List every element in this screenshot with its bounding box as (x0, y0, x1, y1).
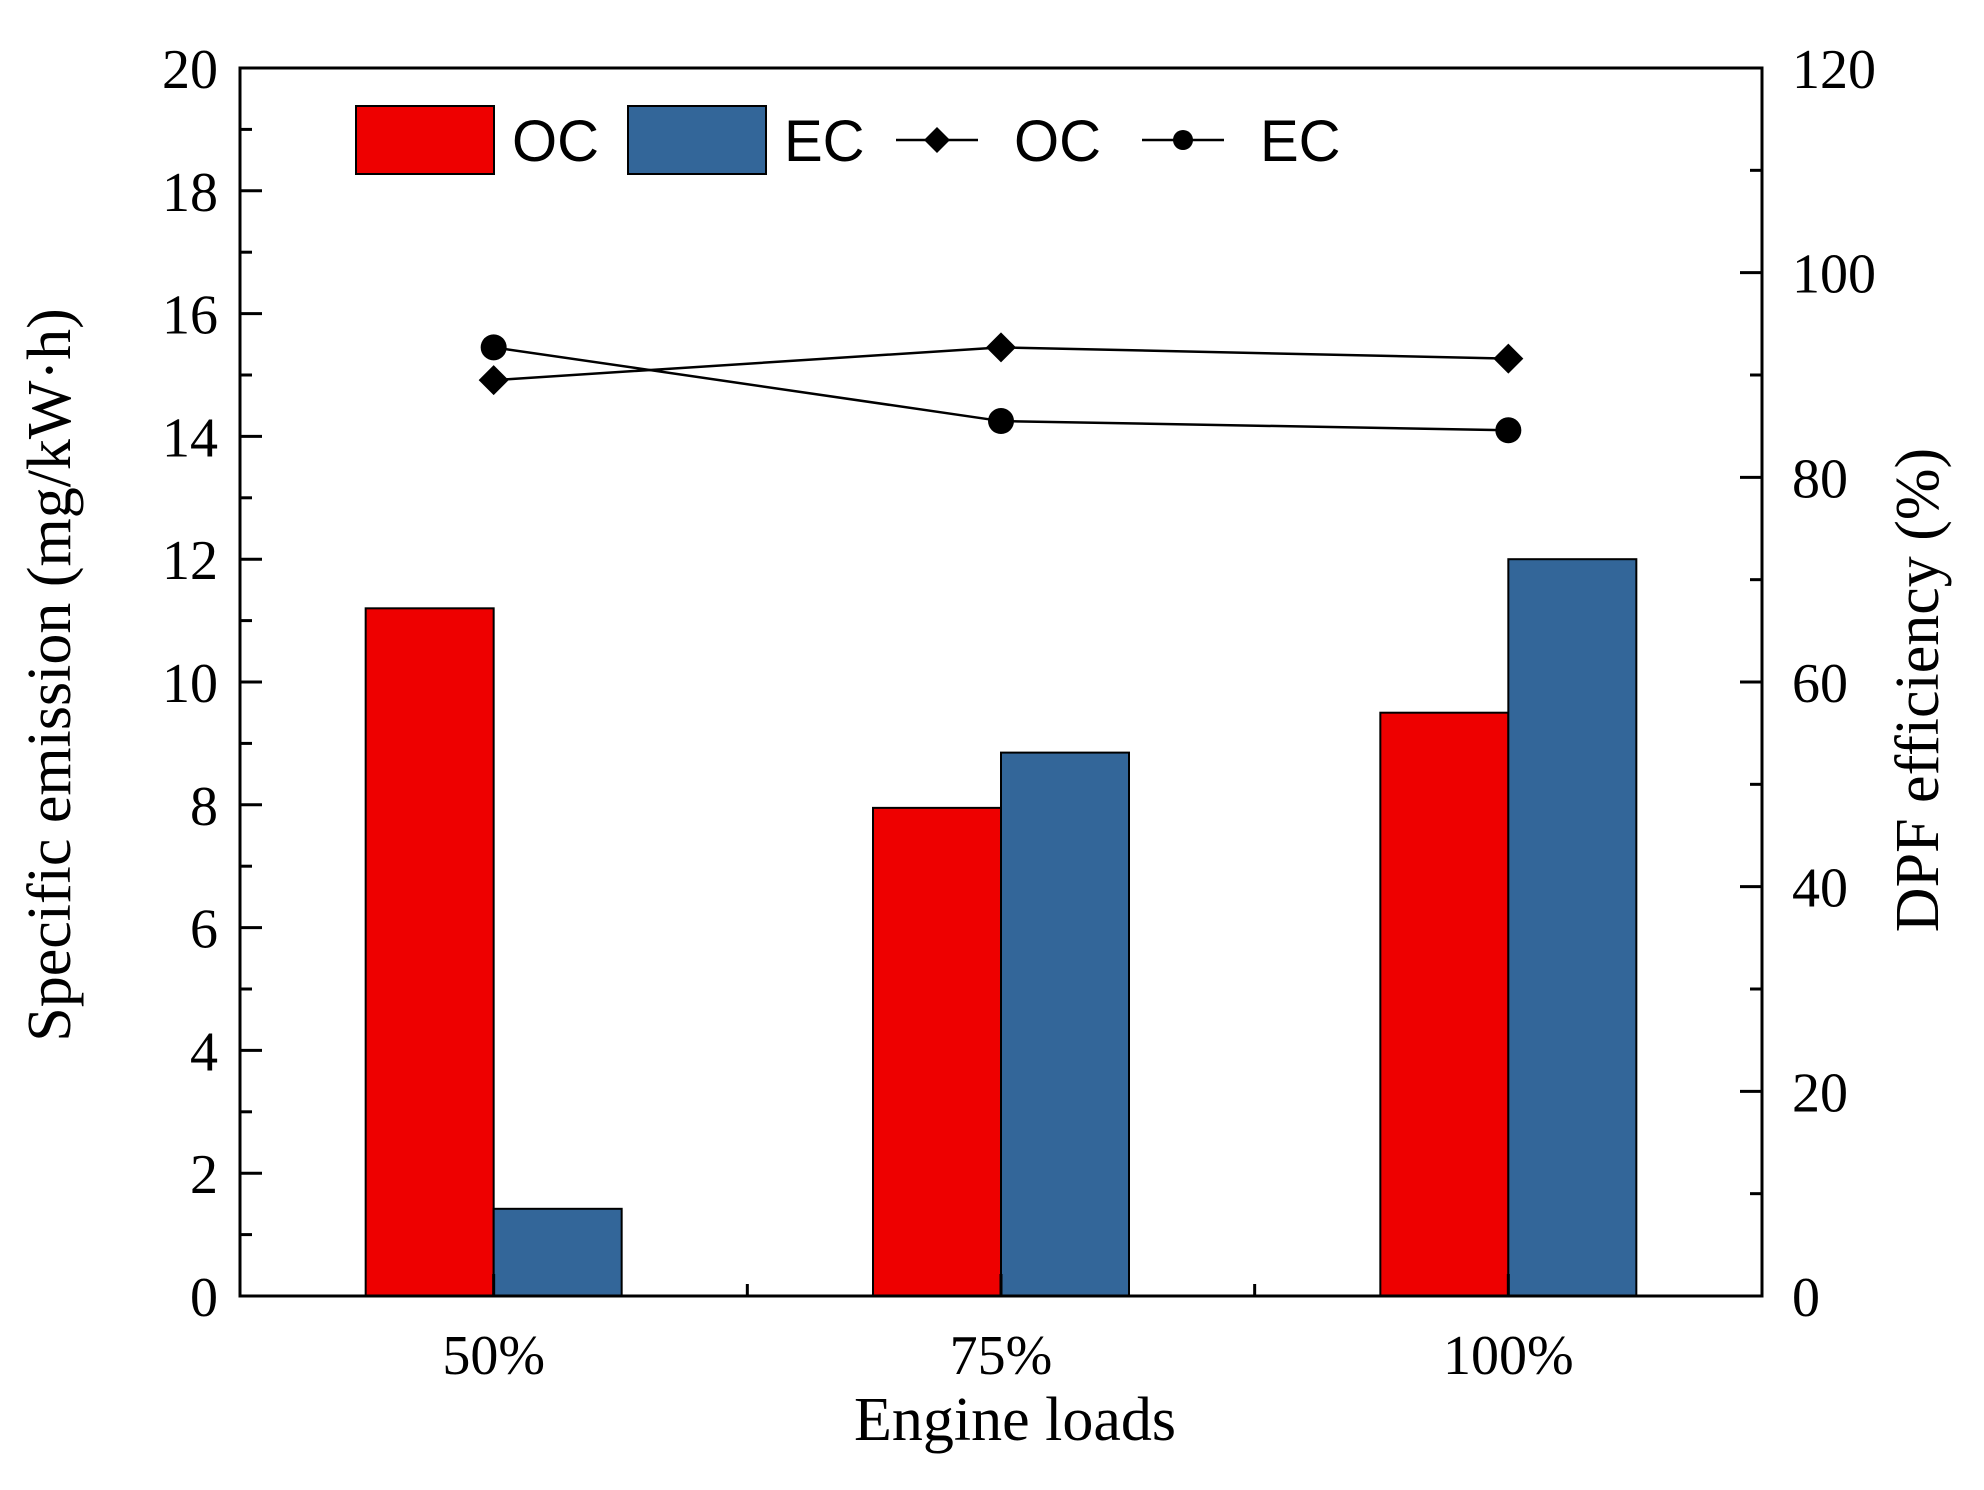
y-tick-label: 12 (162, 530, 218, 592)
marker-oc-efficiency (1493, 343, 1524, 374)
left-axis-ticks: 0 2 4 6 8 10 12 14 16 18 20 (162, 39, 262, 1329)
legend-marker-ec (1173, 130, 1193, 150)
legend-swatch-oc-bar (355, 105, 495, 175)
marker-ec-efficiency (1495, 417, 1522, 444)
x-tick-label: 50% (442, 1325, 545, 1387)
y-tick-label: 18 (162, 162, 218, 224)
bar-oc-75pct (872, 806, 1002, 1297)
y-tick-label: 4 (190, 1021, 218, 1083)
y-tick-label: 14 (162, 407, 218, 469)
y2-axis-label: DPF efficiency (%) (1884, 448, 1952, 932)
efficiency-lines (478, 332, 1524, 444)
y2-tick-label: 0 (1792, 1267, 1820, 1329)
y-tick-label: 6 (190, 899, 218, 961)
marker-oc-efficiency (478, 365, 509, 396)
x-tick-label: 100% (1443, 1325, 1574, 1387)
bar-oc-100pct (1379, 711, 1510, 1297)
y2-tick-label: 100 (1792, 244, 1876, 306)
marker-ec-efficiency (480, 334, 507, 361)
bar-ec-100pct (1507, 558, 1638, 1297)
y2-tick-label: 80 (1792, 448, 1848, 510)
y2-tick-label: 40 (1792, 858, 1848, 920)
legend: OC EC OC EC (355, 105, 1341, 175)
marker-ec-efficiency (988, 408, 1014, 435)
plot-frame (238, 66, 1764, 1298)
y2-tick-label: 120 (1792, 39, 1876, 101)
y2-tick-label: 20 (1792, 1062, 1848, 1124)
x-axis-ticks: 50% 75% 100% (442, 1274, 1574, 1387)
bar-ec-75pct (1000, 751, 1130, 1297)
legend-swatch-ec-bar (627, 105, 767, 175)
legend-label-ec-line: EC (1260, 109, 1341, 174)
bar-oc-50pct (364, 607, 495, 1297)
y-tick-label: 20 (162, 39, 218, 101)
legend-label-ec-bar: EC (784, 109, 865, 174)
y-axis-label: Specific emission (mg/kW·h) (16, 308, 84, 1042)
x-tick-label: 75% (950, 1325, 1053, 1387)
y-tick-label: 0 (190, 1267, 218, 1329)
marker-oc-efficiency (986, 332, 1016, 363)
y-tick-label: 16 (162, 285, 218, 347)
legend-label-oc-line: OC (1014, 109, 1101, 174)
x-axis-label: Engine loads (854, 1386, 1176, 1454)
y2-tick-label: 60 (1792, 653, 1848, 715)
bar-ec-50pct (492, 1207, 623, 1298)
legend-marker-oc (924, 127, 950, 153)
y-tick-label: 10 (162, 653, 218, 715)
y-tick-label: 8 (190, 776, 218, 838)
legend-label-oc-bar: OC (512, 109, 599, 174)
right-axis-ticks: 0 20 40 60 80 100 120 (1740, 39, 1876, 1329)
y-tick-label: 2 (190, 1144, 218, 1206)
bars (364, 558, 1638, 1298)
